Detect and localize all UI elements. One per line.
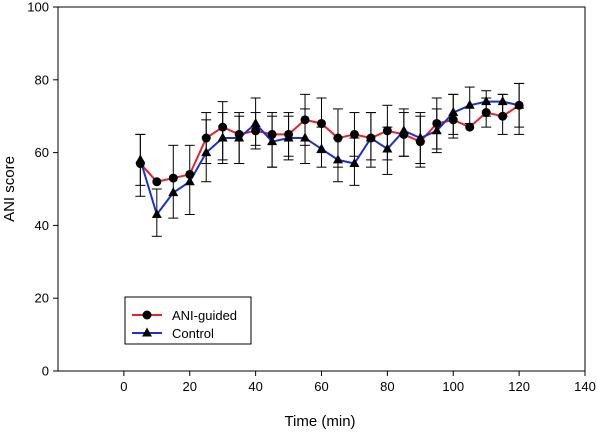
data-point [465,122,475,132]
x-tick-label: 60 [314,379,328,394]
data-point [251,126,261,136]
series-layer [135,82,525,237]
x-tick-label: 100 [442,379,464,394]
data-point [317,118,326,128]
data-point [481,108,491,118]
legend-marker-control [142,327,152,337]
x-axis-ticks: 0 20 40 60 80 100 120 140 [120,371,596,394]
series-line-control [139,100,520,217]
markers-control [135,96,525,218]
data-point [135,154,146,164]
data-point [415,132,426,142]
legend-label-control: Control [172,326,214,341]
data-point [514,99,525,109]
data-point [349,129,359,139]
data-point [217,132,228,142]
error-bars-ani-guided [135,82,525,197]
data-point [497,96,508,106]
data-point [382,126,392,136]
data-point [300,115,310,125]
data-point [151,208,162,218]
data-point [300,132,311,142]
data-point [333,133,343,143]
data-point [316,143,327,153]
y-axis-ticks: 0 20 40 60 80 100 [27,0,58,379]
x-tick-label: 20 [183,379,197,394]
x-tick-label: 0 [120,379,127,394]
data-point [365,132,376,142]
data-point [431,125,442,135]
data-point [234,132,245,142]
data-point [267,136,278,146]
data-point [332,154,343,164]
y-tick-label: 100 [27,0,49,15]
data-point [498,111,508,121]
data-point [432,118,442,128]
y-axis-title: ANI score [1,156,18,222]
y-tick-label: 20 [35,291,49,306]
legend: ANI-guided Control [124,296,252,345]
y-tick-label: 80 [35,72,49,87]
data-point [448,107,459,117]
data-point [283,132,294,142]
y-tick-label: 60 [35,145,49,160]
data-point [481,96,492,106]
y-tick-label: 0 [42,364,49,379]
data-point [201,133,211,143]
data-point [464,99,475,109]
data-point [448,115,458,125]
data-point [398,125,409,135]
data-point [152,177,162,187]
x-tick-label: 120 [508,379,530,394]
x-axis-title: Time (min) [284,413,355,430]
data-point [250,117,261,127]
data-point [349,158,360,168]
legend-label-ani-guided: ANI-guided [172,308,237,323]
x-tick-label: 140 [574,379,596,394]
data-point [201,147,212,157]
x-tick-label: 80 [380,379,394,394]
x-tick-label: 40 [248,379,262,394]
data-point [267,129,277,139]
legend-marker-ani-guided [142,310,152,320]
y-tick-label: 40 [35,218,49,233]
data-point [382,143,393,153]
markers-ani-guided [135,100,524,187]
data-point [168,187,179,197]
data-point [185,169,195,179]
data-point [168,173,178,183]
data-point [184,176,195,186]
data-point [218,122,228,132]
